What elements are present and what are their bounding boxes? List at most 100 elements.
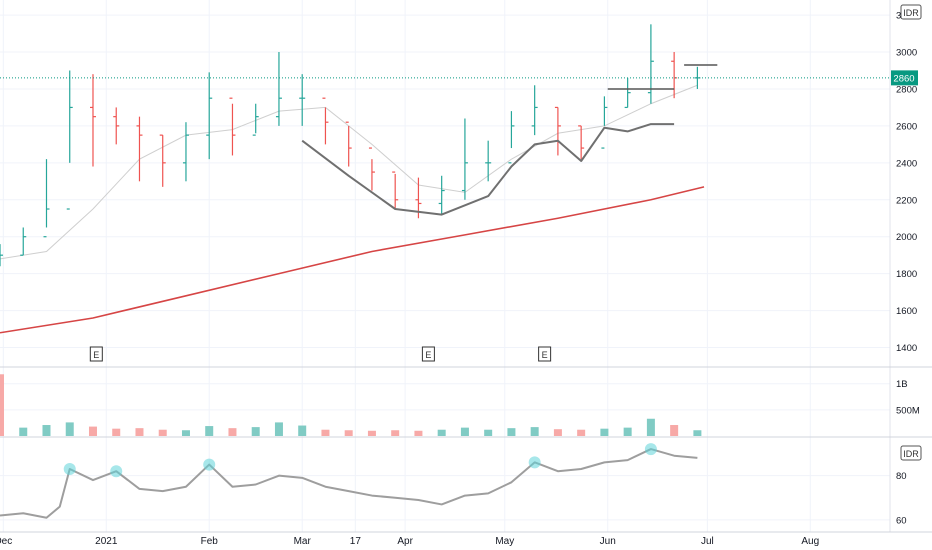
price-bar[interactable] — [20, 227, 27, 256]
volume-bar[interactable] — [530, 427, 539, 436]
volume-bar[interactable] — [88, 426, 97, 436]
price-bar[interactable] — [485, 140, 492, 182]
last-price-box — [891, 70, 918, 86]
indicator-pane[interactable] — [0, 443, 698, 519]
volume-bar[interactable] — [367, 430, 376, 436]
volume-bar[interactable] — [228, 428, 237, 436]
volume-bar[interactable] — [507, 428, 516, 436]
price-bar[interactable] — [159, 134, 166, 187]
volume-bar[interactable] — [670, 425, 679, 436]
price-bar[interactable] — [275, 52, 282, 126]
indicator-peak-marker — [63, 463, 76, 475]
price-bar[interactable] — [624, 77, 631, 109]
volume-bar[interactable] — [437, 429, 446, 436]
price-bar[interactable] — [438, 175, 445, 215]
volume-bar[interactable] — [19, 427, 28, 436]
volume-bar[interactable] — [344, 430, 353, 436]
volume-bar[interactable] — [460, 427, 469, 436]
volume-bar[interactable] — [321, 429, 330, 436]
price-bar[interactable] — [113, 107, 120, 145]
price-bar[interactable] — [0, 244, 3, 267]
indicator-peak-marker — [110, 465, 123, 478]
price-bar[interactable] — [578, 125, 585, 160]
price-bar[interactable] — [43, 159, 50, 238]
volume-bar[interactable] — [600, 428, 609, 436]
volume-bar[interactable] — [484, 429, 493, 436]
long-moving-average-line — [0, 186, 705, 334]
volume-bar[interactable] — [251, 427, 260, 436]
price-bar[interactable] — [252, 103, 259, 136]
price-bar[interactable] — [508, 111, 515, 164]
price-bar[interactable] — [554, 106, 561, 156]
volume-bar[interactable] — [135, 428, 144, 436]
earnings-marker-box — [89, 346, 103, 362]
volume-bar[interactable] — [42, 425, 51, 436]
time-tick-label: Apr — [397, 536, 413, 547]
volume-pane[interactable] — [0, 374, 702, 436]
price-tick-label: 1800 — [896, 269, 917, 280]
volume-bar[interactable] — [205, 426, 214, 436]
earnings-marker[interactable]: E — [538, 346, 552, 362]
volume-bar[interactable] — [0, 374, 4, 436]
volume-bar[interactable] — [112, 428, 121, 436]
volume-bar[interactable] — [298, 425, 307, 436]
price-tick-label: 2200 — [896, 195, 917, 206]
price-bar[interactable] — [647, 24, 654, 104]
price-bar[interactable] — [182, 122, 189, 182]
time-tick-label: 17 — [350, 536, 362, 547]
volume-bar[interactable] — [181, 430, 190, 436]
earnings-marker-label: E — [93, 350, 99, 360]
price-bar[interactable] — [531, 85, 538, 136]
price-bar[interactable] — [601, 96, 608, 149]
price-bar[interactable] — [392, 171, 399, 210]
price-bar[interactable] — [229, 97, 236, 156]
earnings-marker[interactable]: E — [421, 346, 435, 362]
earnings-marker-box — [421, 346, 435, 362]
volume-bar[interactable] — [623, 427, 632, 436]
price-bar[interactable] — [206, 72, 213, 160]
cup-pattern-curve — [301, 123, 675, 216]
time-tick-label: 2021 — [95, 536, 118, 547]
volume-bar[interactable] — [414, 430, 423, 436]
indicator-badge-label: IDR — [903, 449, 919, 459]
time-tick-label: Mar — [294, 536, 312, 547]
time-tick-label: Aug — [801, 536, 819, 547]
earnings-marker-label: E — [425, 350, 431, 360]
volume-bar[interactable] — [391, 430, 400, 436]
volume-bar[interactable] — [577, 429, 586, 436]
price-tick-label: 1600 — [896, 306, 917, 317]
price-bar[interactable] — [66, 70, 73, 210]
last-price-label: 2860 — [893, 73, 914, 84]
price-bar[interactable] — [345, 121, 352, 167]
price-bar[interactable] — [89, 74, 96, 167]
volume-bar[interactable] — [693, 430, 702, 436]
indicator-badge-box — [900, 445, 922, 461]
time-tick-label: Jul — [701, 536, 714, 547]
last-price-tag: 2860 — [891, 70, 918, 86]
indicator-peak-marker — [528, 456, 541, 469]
indicator-tick-label: 80 — [896, 471, 907, 482]
price-bar[interactable] — [299, 74, 306, 126]
price-bar[interactable] — [136, 116, 143, 182]
earnings-marker[interactable]: E — [89, 346, 103, 362]
currency-badge[interactable]: IDR — [900, 4, 922, 20]
volume-bar[interactable] — [65, 422, 74, 436]
currency-badge-label: IDR — [903, 8, 919, 18]
price-bar[interactable] — [461, 118, 468, 200]
price-bar[interactable] — [368, 147, 375, 191]
indicator-currency-badge[interactable]: IDR — [900, 445, 922, 461]
price-tick-label: 2800 — [896, 84, 917, 95]
volume-bar[interactable] — [274, 422, 283, 436]
volume-bar[interactable] — [158, 429, 167, 436]
price-tick-label: 2600 — [896, 121, 917, 132]
indicator-tick-label: 60 — [896, 515, 907, 526]
volume-bar[interactable] — [646, 418, 655, 436]
time-tick-label: May — [495, 536, 514, 547]
volume-bar[interactable] — [553, 429, 562, 436]
time-tick-label: Jun — [600, 536, 616, 547]
indicator-peak-marker — [644, 443, 657, 456]
price-bar[interactable] — [322, 97, 329, 145]
